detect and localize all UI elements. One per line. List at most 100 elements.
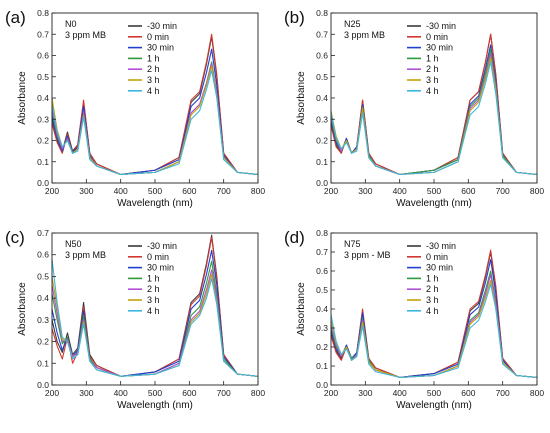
x-tick-label: 800: [530, 388, 544, 398]
y-tick-label: 0.7: [37, 228, 49, 238]
series-line: [330, 283, 538, 378]
legend-label: 0 min: [426, 32, 448, 42]
y-tick-label: 0.3: [316, 323, 328, 333]
x-tick-label: 600: [182, 186, 196, 196]
y-tick-label: 0.2: [37, 337, 49, 347]
legend-label: 1 h: [147, 53, 160, 63]
y-tick-label: 0.4: [37, 93, 49, 103]
legend-label: -30 min: [147, 241, 177, 251]
legend-label: 4 h: [426, 306, 439, 316]
y-tick-label: 0.5: [37, 72, 49, 82]
legend-label: 0 min: [147, 252, 169, 262]
legend-label: 3 h: [426, 75, 439, 85]
chart-panel-3: 200 300 400 500 600 700 800 0.0 0.1 0.2 0.3 0.4 0.5 0…: [5, 228, 265, 411]
legend-label: -30 min: [426, 241, 456, 251]
legend-label: 1 h: [147, 273, 160, 283]
y-tick-label: 0.0: [316, 178, 328, 188]
sample-annotation: N75: [344, 239, 361, 249]
y-tick-label: 0.0: [316, 380, 328, 390]
panel-label: (b): [284, 8, 305, 27]
legend-label: -30 min: [426, 21, 456, 31]
legend-label: 30 min: [426, 263, 453, 273]
chart-panel-2: 200 300 400 500 600 700 800 0.0 0.1 0.2 0.3 0.4 0.5 0…: [284, 8, 544, 209]
y-tick-label: 0.7: [37, 29, 49, 39]
sample-annotation: 3 ppm MB: [344, 30, 385, 40]
x-tick-label: 800: [251, 388, 265, 398]
series-line: [51, 48, 259, 176]
y-tick-label: 0.5: [316, 285, 328, 295]
y-tick-label: 0.1: [37, 358, 49, 368]
x-axis-label: Wavelength (nm): [117, 400, 193, 411]
y-tick-label: 0.6: [37, 250, 49, 260]
y-axis-label: Absorbance: [296, 282, 307, 336]
y-tick-label: 0.1: [37, 157, 49, 167]
y-tick-label: 0.8: [37, 8, 49, 18]
y-tick-label: 0.2: [316, 342, 328, 352]
legend-label: 4 h: [147, 86, 160, 96]
y-tick-label: 0.4: [316, 93, 328, 103]
x-tick-label: 200: [45, 186, 59, 196]
x-tick-label: 300: [79, 388, 93, 398]
legend-label: 3 h: [426, 295, 439, 305]
y-tick-label: 0.3: [37, 315, 49, 325]
legend-label: 0 min: [426, 252, 448, 262]
x-tick-label: 700: [496, 388, 510, 398]
y-tick-label: 0.6: [316, 266, 328, 276]
sample-annotation: N0: [65, 19, 77, 29]
y-tick-label: 0.0: [37, 178, 49, 188]
y-tick-label: 0.1: [316, 157, 328, 167]
legend-label: 4 h: [426, 86, 439, 96]
legend-label: 2 h: [426, 64, 439, 74]
y-axis-label: Absorbance: [17, 282, 28, 336]
y-tick-label: 0.1: [316, 361, 328, 371]
x-tick-label: 700: [217, 388, 231, 398]
y-tick-label: 0.0: [37, 380, 49, 390]
y-tick-label: 0.5: [37, 271, 49, 281]
panel-label: (d): [284, 228, 305, 247]
y-tick-label: 0.3: [316, 114, 328, 124]
panel-label: (a): [5, 8, 26, 27]
x-tick-label: 500: [427, 186, 441, 196]
sample-annotation: 3 ppm - MB: [344, 250, 391, 260]
legend-label: 30 min: [147, 263, 174, 273]
x-tick-label: 400: [393, 388, 407, 398]
series-line: [330, 259, 538, 378]
y-tick-label: 0.4: [316, 304, 328, 314]
y-axis-label: Absorbance: [17, 71, 28, 125]
legend-label: 30 min: [426, 43, 453, 53]
legend-label: 1 h: [426, 273, 439, 283]
panel-label: (c): [5, 228, 25, 247]
x-tick-label: 600: [461, 186, 475, 196]
legend-label: -30 min: [147, 21, 177, 31]
x-tick-label: 400: [114, 388, 128, 398]
x-tick-label: 200: [45, 388, 59, 398]
x-tick-label: 300: [358, 186, 372, 196]
y-tick-label: 0.3: [37, 114, 49, 124]
y-tick-label: 0.8: [316, 228, 328, 238]
x-axis-label: Wavelength (nm): [396, 198, 472, 209]
legend-label: 2 h: [426, 284, 439, 294]
legend-label: 3 h: [147, 295, 160, 305]
y-tick-label: 0.6: [37, 51, 49, 61]
x-tick-label: 200: [324, 388, 338, 398]
x-tick-label: 300: [79, 186, 93, 196]
x-tick-label: 200: [324, 186, 338, 196]
y-tick-label: 0.2: [316, 136, 328, 146]
y-tick-label: 0.4: [37, 293, 49, 303]
x-tick-label: 800: [251, 186, 265, 196]
legend-label: 0 min: [147, 32, 169, 42]
sample-annotation: N50: [65, 239, 82, 249]
y-tick-label: 0.2: [37, 136, 49, 146]
x-tick-label: 500: [427, 388, 441, 398]
legend-label: 3 h: [147, 75, 160, 85]
x-tick-label: 800: [530, 186, 544, 196]
sample-annotation: 3 ppm MB: [65, 250, 106, 260]
legend-label: 1 h: [426, 53, 439, 63]
chart-panel-1: 200 300 400 500 600 700 800 0.0 0.1 0.2 0.3 0.4 0.5 0…: [5, 8, 265, 209]
x-tick-label: 700: [217, 186, 231, 196]
x-axis-label: Wavelength (nm): [117, 198, 193, 209]
x-tick-label: 500: [148, 388, 162, 398]
x-axis-label: Wavelength (nm): [396, 400, 472, 411]
x-tick-label: 600: [182, 388, 196, 398]
series-line: [51, 69, 259, 176]
